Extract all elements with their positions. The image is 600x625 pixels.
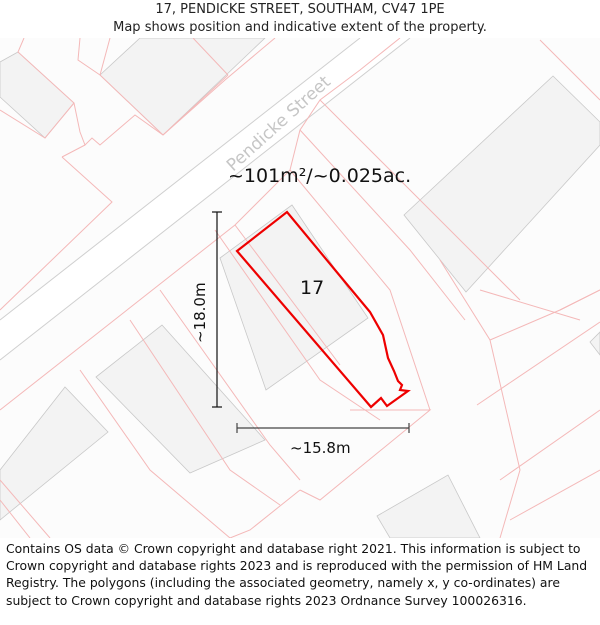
vertical-dimension-marker bbox=[212, 211, 222, 408]
parcel-boundaries bbox=[0, 38, 600, 538]
area-label: ~101m²/~0.025ac. bbox=[228, 165, 411, 187]
map-subtitle: Map shows position and indicative extent… bbox=[113, 20, 487, 35]
copyright-attribution: Contains OS data © Crown copyright and d… bbox=[6, 541, 588, 608]
property-address-title: 17, PENDICKE STREET, SOUTHAM, CV47 1PE bbox=[155, 2, 445, 17]
horizontal-dimension-marker bbox=[236, 423, 410, 433]
plot-number-label: 17 bbox=[300, 277, 324, 299]
horizontal-dimension-label: ~15.8m bbox=[290, 439, 351, 457]
vertical-dimension-label: ~18.0m bbox=[191, 282, 209, 343]
street-label: Pendicke Street bbox=[223, 72, 335, 176]
property-boundary-highlight[interactable] bbox=[235, 210, 411, 409]
map-header: 17, PENDICKE STREET, SOUTHAM, CV47 1PE M… bbox=[0, 0, 600, 38]
property-map[interactable]: Pendicke Street ~101m²/~0.025ac. 17 ~18.… bbox=[0, 38, 600, 538]
buildings bbox=[0, 38, 600, 538]
